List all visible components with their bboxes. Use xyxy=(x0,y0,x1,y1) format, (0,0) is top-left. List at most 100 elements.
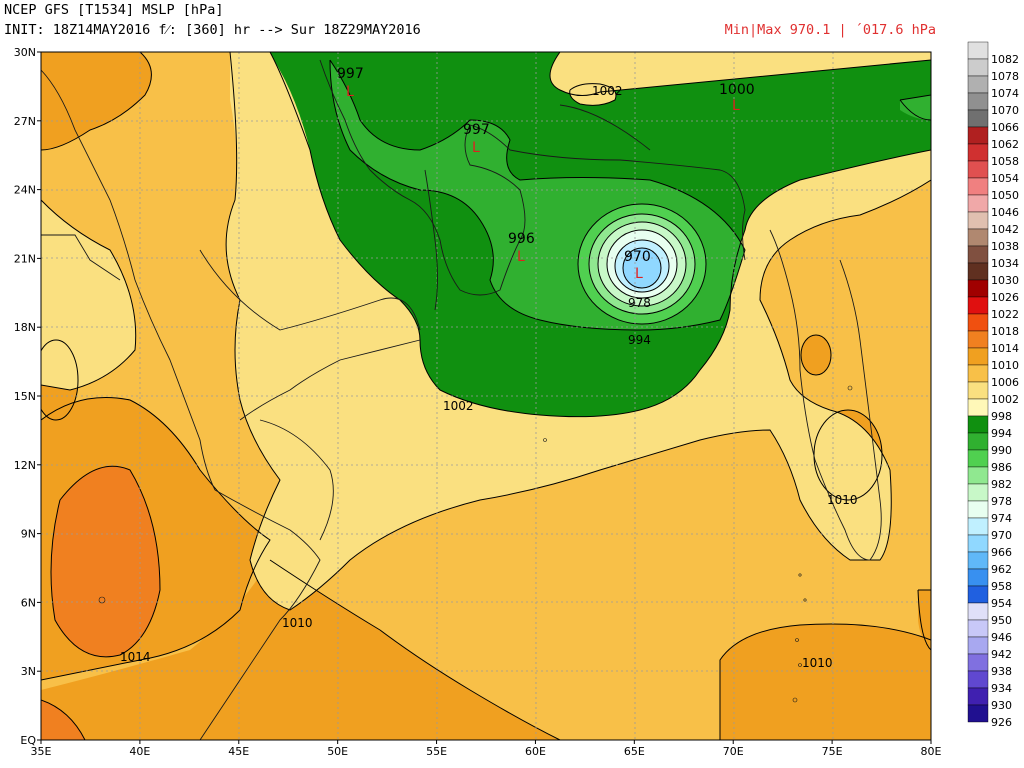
colorbar-swatch xyxy=(967,568,989,587)
colorbar-label: 954 xyxy=(991,597,1012,610)
contour-label: 978 xyxy=(628,296,651,310)
pressure-fill-1014-sw xyxy=(41,700,85,740)
colorbar-label: 1070 xyxy=(991,104,1019,117)
colorbar-label: 998 xyxy=(991,410,1012,423)
y-tick-label: 15N xyxy=(14,390,36,403)
x-tick-label: 65E xyxy=(624,745,645,758)
colorbar-label: 1082 xyxy=(991,53,1019,66)
colorbar-label: 1058 xyxy=(991,155,1019,168)
colorbar-label: 1026 xyxy=(991,291,1019,304)
low-pressure-value: 997 xyxy=(463,122,490,138)
colorbar-swatch xyxy=(967,483,989,502)
low-pressure-marker: L xyxy=(517,249,525,265)
colorbar-label: 1042 xyxy=(991,223,1019,236)
colorbar-swatch xyxy=(967,670,989,689)
pressure-fill-1010-south xyxy=(41,560,560,740)
x-tick-label: 35E xyxy=(31,745,52,758)
colorbar-swatch xyxy=(967,296,989,315)
pressure-fill-994-ne xyxy=(900,95,931,120)
y-tick-label: 24N xyxy=(14,184,36,197)
contour-labels: 1002 978 994 1002 1010 1010 1014 1010 xyxy=(120,84,858,670)
contour-label: 1010 xyxy=(282,616,313,630)
colorbar-swatch xyxy=(967,602,989,621)
init-forecast-line: INIT: 18Z14MAY2016 f⁄: [360] hr --> Sur … xyxy=(4,22,421,38)
colorbar-swatch xyxy=(967,92,989,111)
pressure-fill-1010-india-north xyxy=(801,335,831,375)
colorbar-swatch xyxy=(967,687,989,706)
colorbar-label: 978 xyxy=(991,495,1012,508)
y-tick-label: EQ xyxy=(20,734,36,747)
colorbar-label: 1010 xyxy=(991,359,1019,372)
colorbar-label: 1046 xyxy=(991,206,1019,219)
y-tick-label: 30N xyxy=(14,46,36,59)
latitude-axis: 30N 27N 24N 21N 18N 15N 12N 9N 6N 3N EQ xyxy=(14,46,41,747)
pressure-fill-1010-nw xyxy=(41,52,152,150)
colorbar-label: 938 xyxy=(991,665,1012,678)
colorbar-label: 994 xyxy=(991,427,1012,440)
colorbar-swatch xyxy=(967,75,989,94)
y-tick-label: 9N xyxy=(21,528,36,541)
colorbar-swatch xyxy=(967,126,989,145)
colorbar-label: 982 xyxy=(991,478,1012,491)
x-tick-label: 75E xyxy=(822,745,843,758)
colorbar-swatch xyxy=(967,330,989,349)
contour-label: 1010 xyxy=(802,656,833,670)
chart-title: NCEP GFS [T1534] MSLP [hPa] xyxy=(4,2,224,18)
pressure-fill-1010-e xyxy=(918,590,931,650)
colorbar-label: 1034 xyxy=(991,257,1019,270)
colorbar-swatch xyxy=(967,466,989,485)
colorbar-swatch xyxy=(967,160,989,179)
islands xyxy=(98,385,853,703)
y-tick-label: 27N xyxy=(14,115,36,128)
colorbar-label: 1002 xyxy=(991,393,1019,406)
longitude-axis: 35E 40E 45E 50E 55E 60E 65E 70E 75E 80E xyxy=(31,740,942,758)
colorbar-swatch xyxy=(967,194,989,213)
colorbar-swatch xyxy=(967,211,989,230)
colorbar-label: 986 xyxy=(991,461,1012,474)
pressure-fill-1014 xyxy=(51,466,160,657)
colorbar-swatch xyxy=(967,398,989,417)
colorbar-label: 1074 xyxy=(991,87,1019,100)
colorbar-swatch xyxy=(967,551,989,570)
pressure-colorbar: 1082 1078 1074 1070 1066 1062 1058 1054 1050 1046… xyxy=(967,41,1019,729)
colorbar-label: 930 xyxy=(991,699,1012,712)
colorbar-swatch xyxy=(967,534,989,553)
colorbar-label: 1006 xyxy=(991,376,1019,389)
contour-label: 1002 xyxy=(592,84,623,98)
colorbar-swatch xyxy=(967,415,989,434)
colorbar-label: 1066 xyxy=(991,121,1019,134)
colorbar-swatch xyxy=(967,364,989,383)
colorbar-label: 1078 xyxy=(991,70,1019,83)
colorbar-label: 1054 xyxy=(991,172,1019,185)
low-centers: 997 L 997 L 1000 L 996 L 970 L xyxy=(337,66,755,282)
x-tick-label: 45E xyxy=(228,745,249,758)
map-field: 1002 978 994 1002 1010 1010 1014 1010 99… xyxy=(41,52,931,740)
low-pressure-marker: L xyxy=(635,266,643,282)
colorbar-label: 942 xyxy=(991,648,1012,661)
colorbar-swatch xyxy=(967,279,989,298)
colorbar-swatch xyxy=(967,109,989,128)
contour-label: 1014 xyxy=(120,650,151,664)
colorbar-label: 926 xyxy=(991,716,1012,729)
contour-label: 1002 xyxy=(443,399,474,413)
low-pressure-value: 1000 xyxy=(719,82,755,98)
contour-label: 1010 xyxy=(827,493,858,507)
colorbar-swatch xyxy=(967,704,989,723)
x-tick-label: 40E xyxy=(129,745,150,758)
colorbar-swatch xyxy=(967,143,989,162)
x-tick-label: 50E xyxy=(327,745,348,758)
low-pressure-marker: L xyxy=(346,84,354,100)
low-pressure-value: 996 xyxy=(508,231,535,247)
x-tick-label: 80E xyxy=(921,745,942,758)
x-tick-label: 55E xyxy=(426,745,447,758)
y-tick-label: 21N xyxy=(14,252,36,265)
min-max-readout: Min|Max 970.1 | ´017.6 hPa xyxy=(724,22,936,38)
y-tick-label: 18N xyxy=(14,321,36,334)
colorbar-label: 1014 xyxy=(991,342,1019,355)
colorbar-label: 974 xyxy=(991,512,1012,525)
colorbar-swatch xyxy=(967,228,989,247)
x-tick-label: 70E xyxy=(723,745,744,758)
colorbar-swatch xyxy=(967,619,989,638)
colorbar-label: 962 xyxy=(991,563,1012,576)
